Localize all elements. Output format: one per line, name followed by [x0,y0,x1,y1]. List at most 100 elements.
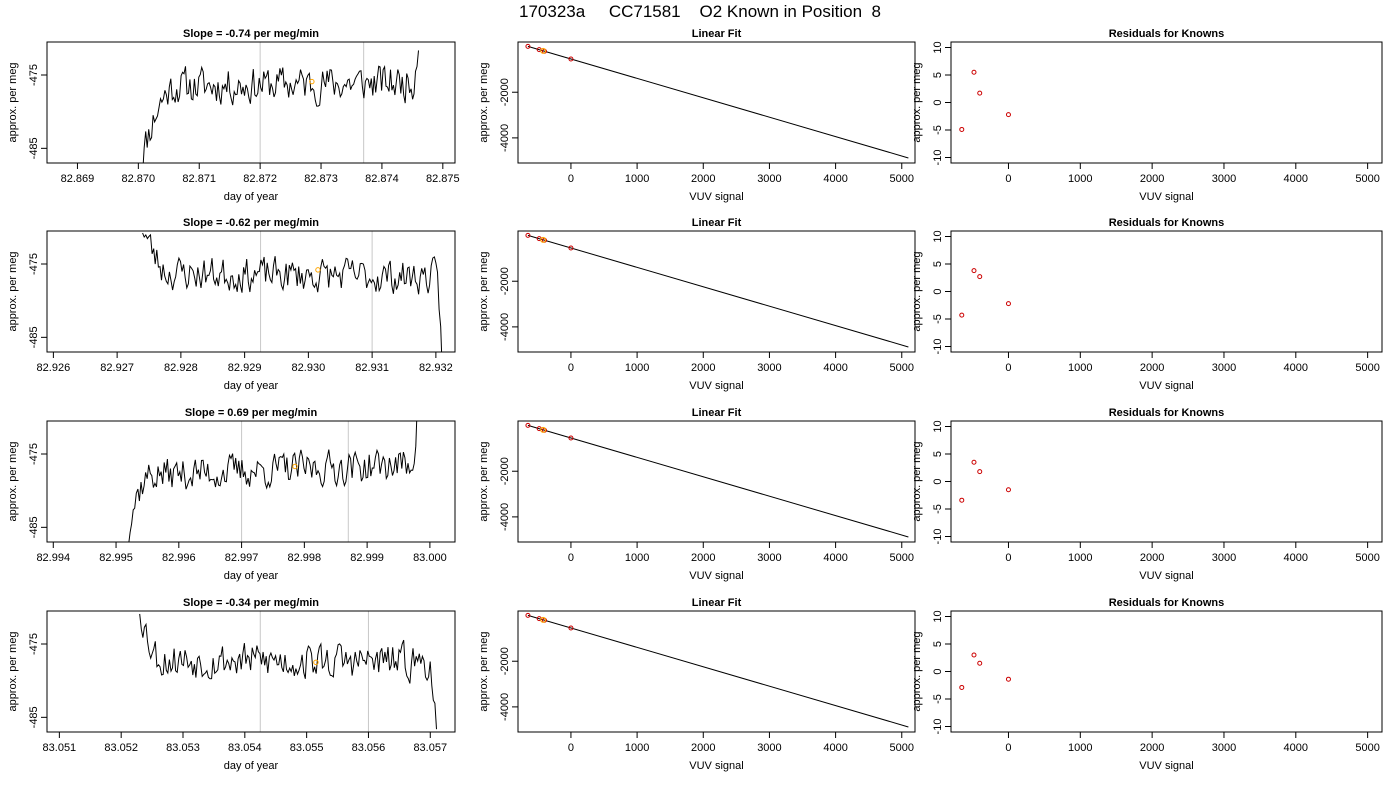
residual-point [959,684,965,690]
panel-title: Residuals for Knowns [1109,407,1225,419]
residual-point [959,312,965,318]
fit-line [527,424,909,538]
panel-r3-c3: Residuals for Knowns 0 1000 2000 3000 4000 500… [911,407,1383,582]
x-tick-label: 82.927 [100,362,134,374]
residual-point [977,90,983,96]
x-axis-label: VUV signal [1139,191,1193,203]
y-tick-label: -4000 [499,313,511,341]
data-trace [139,613,437,730]
x-tick-label: 4000 [1284,552,1308,564]
y-axis-label: approx. per meg [7,631,19,711]
panel-title: Slope = -0.62 per meg/min [183,217,319,229]
panel-r4-c1: Slope = -0.34 per meg/min 83.051 83.052 83.… [7,597,456,772]
x-tick-label: 4000 [823,742,847,754]
y-tick-label: -475 [28,443,40,465]
x-axis-label: VUV signal [689,191,743,203]
panel-title: Linear Fit [692,217,742,229]
x-tick-label: 1000 [625,552,649,564]
residual-point [977,660,983,666]
sample-marker [540,47,547,54]
y-tick-label: 5 [932,72,944,78]
x-tick-label: 4000 [823,173,847,185]
y-axis-label: approx. per meg [911,441,923,521]
plot-frame [46,230,456,353]
x-tick-label: 1000 [1068,173,1092,185]
sample-marker [540,426,547,433]
y-tick-label: 0 [932,99,944,105]
plot-frame [517,420,916,543]
x-tick-label: 82.929 [228,362,262,374]
y-axis-label: approx. per meg [478,251,490,331]
x-tick-label: 2000 [691,552,715,564]
y-tick-label: -2000 [499,457,511,485]
sample-marker [540,616,547,623]
panel-title: Linear Fit [692,407,742,419]
x-tick-label: 4000 [1284,742,1308,754]
x-tick-label: 3000 [1212,362,1236,374]
known-point [525,43,531,49]
x-tick-label: 83.053 [166,742,200,754]
x-tick-label: 82.928 [164,362,198,374]
residual-point [959,497,965,503]
plot-frame [950,41,1383,164]
y-tick-label: -5 [932,504,944,514]
y-tick-label: -10 [932,150,944,166]
x-tick-label: 83.056 [352,742,386,754]
x-tick-label: 2000 [1140,362,1164,374]
x-tick-label: 82.931 [355,362,389,374]
x-tick-label: 1000 [1068,742,1092,754]
data-trace [142,50,419,163]
panel-title: Linear Fit [692,28,742,40]
residual-point [977,274,983,280]
y-tick-label: -485 [28,516,40,538]
x-tick-label: 83.057 [413,742,447,754]
known-point [525,232,531,238]
x-tick-label: 0 [1005,362,1011,374]
plot-frame [517,610,916,733]
panel-title: Slope = -0.34 per meg/min [183,597,319,609]
x-tick-label: 3000 [1212,742,1236,754]
x-tick-label: 0 [1005,173,1011,185]
y-tick-label: 5 [932,451,944,457]
panel-r4-c2: Linear Fit 0 1000 2000 3000 4000 5000 -2000 -400… [478,597,916,772]
residual-point [1005,487,1011,493]
known-point [568,245,574,251]
x-tick-label: 4000 [1284,362,1308,374]
x-tick-label: 2000 [691,742,715,754]
x-tick-label: 5000 [1355,742,1379,754]
y-tick-label: 10 [932,41,944,53]
y-tick-label: -10 [932,529,944,545]
plot-area [959,69,1011,132]
x-tick-label: 83.054 [228,742,262,754]
x-tick-label: 3000 [757,362,781,374]
y-tick-label: -475 [28,633,40,655]
known-point [525,612,531,618]
x-tick-label: 82.997 [225,552,259,564]
plot-area [525,43,909,159]
panel-r2-c1: Slope = -0.62 per meg/min 82.926 82.927 82.… [7,217,456,392]
x-axis-label: VUV signal [689,380,743,392]
y-tick-label: -2000 [499,267,511,295]
fit-line [527,45,909,159]
panel-r2-c3: Residuals for Knowns 0 1000 2000 3000 4000 500… [911,217,1383,392]
plot-frame [46,610,456,733]
data-trace [128,421,418,542]
y-axis-label: approx. per meg [911,631,923,711]
x-tick-label: 82.999 [350,552,384,564]
y-tick-label: 5 [932,261,944,267]
plot-frame [517,230,916,353]
x-tick-label: 2000 [691,173,715,185]
y-tick-label: 0 [932,478,944,484]
residual-point [971,69,977,75]
plot-area [142,231,443,352]
x-tick-label: 0 [568,742,574,754]
sample-marker [313,659,319,666]
x-axis-label: VUV signal [1139,380,1193,392]
sample-marker [292,463,298,470]
x-tick-label: 82.995 [99,552,133,564]
y-tick-label: -10 [932,339,944,355]
fit-line [527,614,909,728]
panel-title: Linear Fit [692,597,742,609]
y-tick-label: -485 [28,137,40,159]
residual-point [971,652,977,658]
